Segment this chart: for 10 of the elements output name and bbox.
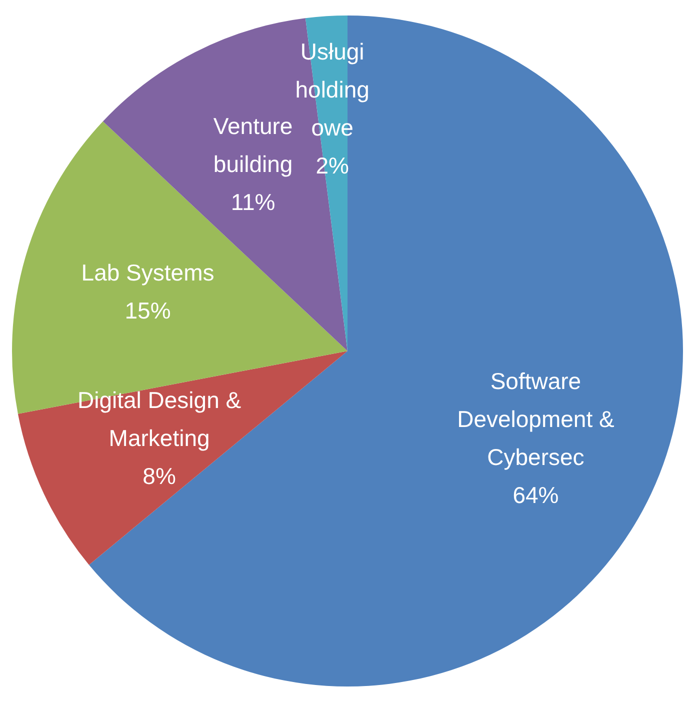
data-label: 2%	[316, 152, 349, 178]
slice-label: Lab Systems	[81, 259, 214, 286]
slice-label: Usługi holdingowe	[295, 38, 370, 140]
slice-label: Venture building	[213, 113, 293, 178]
data-label: 64%	[512, 482, 559, 508]
data-label: 15%	[124, 297, 171, 324]
slice-label: Digital Design & Marketing	[77, 386, 242, 451]
slice-label: Software Development & Cybersec	[457, 368, 614, 470]
data-label: 8%	[142, 462, 176, 489]
data-label: 11%	[230, 189, 276, 216]
